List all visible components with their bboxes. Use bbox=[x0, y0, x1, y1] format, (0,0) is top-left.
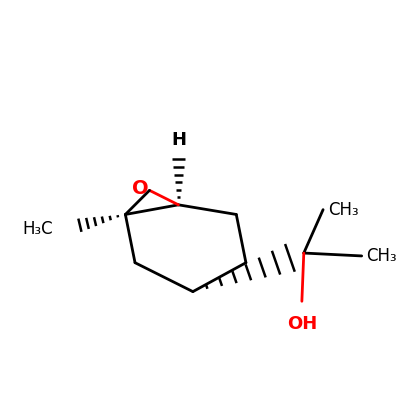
Text: H: H bbox=[171, 131, 186, 149]
Text: CH₃: CH₃ bbox=[366, 247, 397, 265]
Text: OH: OH bbox=[287, 315, 317, 333]
Text: H₃C: H₃C bbox=[22, 220, 53, 238]
Text: O: O bbox=[132, 179, 148, 198]
Text: CH₃: CH₃ bbox=[328, 201, 358, 219]
